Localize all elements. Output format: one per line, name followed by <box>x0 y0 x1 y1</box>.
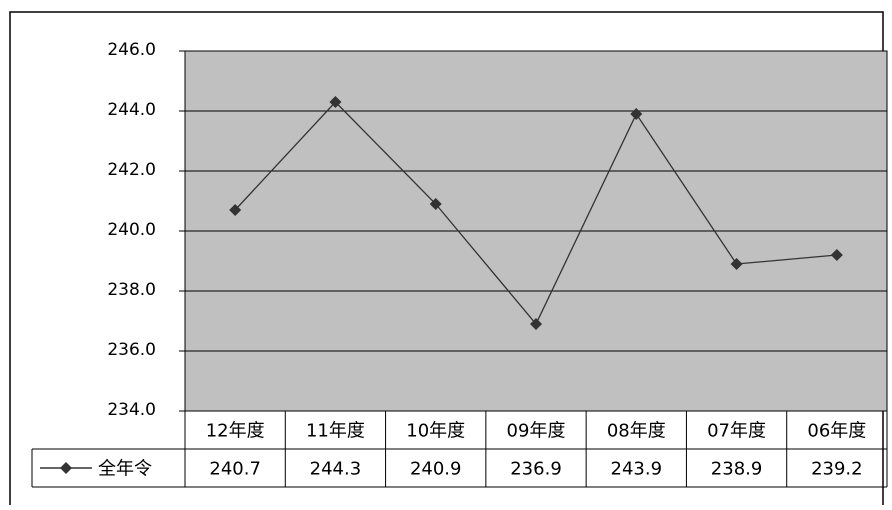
y-tick-label: 238.0 <box>107 280 156 300</box>
x-category-label: 07年度 <box>707 421 766 442</box>
y-tick-label: 244.0 <box>107 100 156 120</box>
data-value-label: 240.7 <box>209 459 261 480</box>
y-tick-label: 246.0 <box>107 40 156 60</box>
data-value-label: 239.2 <box>811 459 863 480</box>
data-point-marker <box>530 318 542 330</box>
y-axis-ticks: 246.0 244.0 242.0 240.0 238.0 236.0 234.0 <box>107 40 185 420</box>
data-point-marker <box>229 204 242 216</box>
legend-diamond-icon <box>60 462 72 474</box>
legend-series-name: 全年令 <box>98 459 152 480</box>
grid-lines <box>185 110 887 352</box>
data-value-label: 238.9 <box>711 459 763 480</box>
data-value-label: 244.3 <box>310 459 362 480</box>
x-category-label: 12年度 <box>206 421 265 442</box>
y-tick-label: 236.0 <box>107 340 156 360</box>
data-point-marker <box>429 198 442 210</box>
data-point-marker <box>730 258 743 270</box>
x-category-label: 08年度 <box>607 421 666 442</box>
x-category-label: 06年度 <box>807 421 866 442</box>
x-category-label: 10年度 <box>406 421 465 442</box>
y-tick-label: 242.0 <box>107 160 156 180</box>
x-category-label: 09年度 <box>507 421 566 442</box>
data-value-label: 240.9 <box>410 459 462 480</box>
data-point-marker <box>329 96 342 108</box>
series-line-layer <box>229 96 843 330</box>
y-tick-label: 234.0 <box>107 400 156 420</box>
data-table: 12年度 240.7 11年度 244.3 10年度 240.9 09年度 236.9 08年度… <box>31 411 888 488</box>
data-point-marker <box>630 108 643 120</box>
y-tick-label: 240.0 <box>107 220 156 240</box>
x-category-label: 11年度 <box>306 421 365 442</box>
data-value-label: 243.9 <box>611 459 663 480</box>
data-value-label: 236.9 <box>510 459 562 480</box>
data-point-marker <box>830 249 843 261</box>
